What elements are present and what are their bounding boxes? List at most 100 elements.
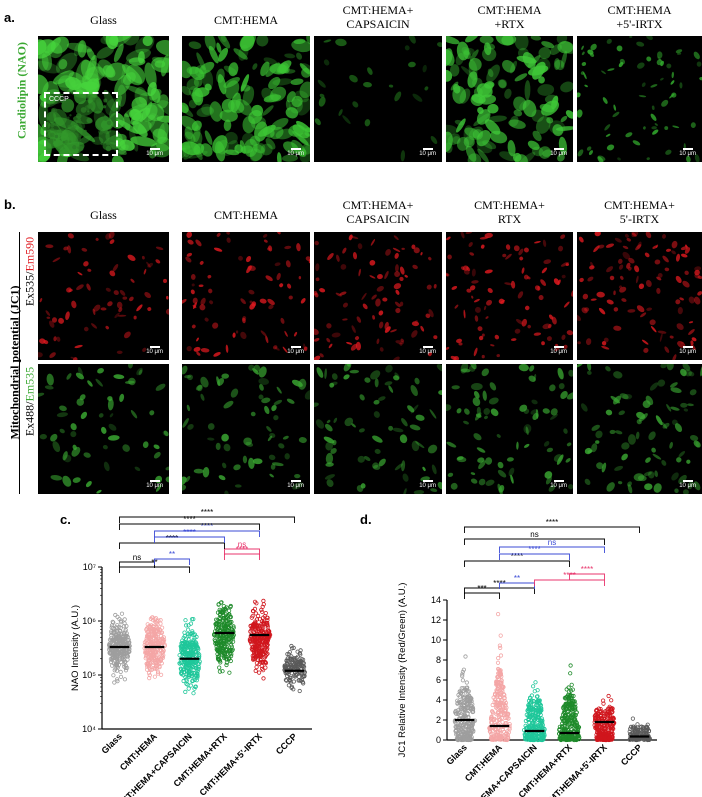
chart-c-sig-bracket-4 <box>224 548 260 555</box>
chart-c-point <box>182 662 187 667</box>
chart-d-points-3 <box>557 663 582 743</box>
chart-d-point <box>497 695 502 700</box>
chart-c-point <box>117 650 122 655</box>
row1-suffix: Em590 <box>22 236 37 272</box>
chart-d-point <box>495 698 501 703</box>
chart-c-point <box>187 674 192 679</box>
chart-c-point <box>159 661 164 666</box>
chart-c-point <box>178 644 183 649</box>
chart-d-points-2 <box>522 680 547 743</box>
chart-d-point <box>497 717 503 722</box>
chart-c-point <box>147 657 152 662</box>
chart-c-point <box>142 646 147 651</box>
chart-c-point <box>145 648 150 653</box>
chart-c-point <box>151 628 157 633</box>
chart-d-point <box>526 709 531 714</box>
chart-c-point <box>186 686 191 691</box>
chart-d-point <box>496 612 501 617</box>
chart-c-point <box>116 637 121 642</box>
chart-d-point <box>460 674 465 679</box>
chart-c-point <box>283 677 288 683</box>
chart-c-point <box>187 664 192 669</box>
chart-c-point <box>255 613 261 619</box>
chart-c-point <box>188 647 193 652</box>
chart-c-point <box>218 609 223 614</box>
chart-d-point <box>505 712 511 717</box>
chart-c-point <box>185 682 190 687</box>
jc1-green-image-0-cells <box>38 364 169 494</box>
chart-d-y-tick-label-4: 8 <box>436 655 441 665</box>
jc1-green-image-3-scale-bar: 10 μm <box>550 480 567 490</box>
chart-d-point <box>506 716 511 721</box>
chart-d-point <box>569 702 574 707</box>
chart-d-point <box>636 729 641 734</box>
chart-d-point <box>559 737 564 742</box>
chart-c-point <box>252 624 257 629</box>
chart-c-point <box>261 676 266 681</box>
chart-d-point <box>571 693 576 699</box>
chart-d-point <box>495 690 500 695</box>
chart-c-point <box>214 640 219 646</box>
nao-image-0-scale-bar: 10 μm <box>146 148 163 158</box>
chart-c-point <box>229 635 234 640</box>
chart-d-y-tick-label-6: 12 <box>431 615 441 625</box>
chart-d-point <box>605 716 610 721</box>
jc1-red-image-1: 10 μm <box>182 232 310 360</box>
chart-c-point <box>151 662 156 667</box>
chart-c-point <box>257 654 262 659</box>
chart-c-point <box>226 614 231 619</box>
nao-image-1-scale-bar-text: 10 μm <box>287 151 304 157</box>
chart-d-point <box>594 727 599 732</box>
jc1-red-image-2-scale-bar-line <box>422 346 433 348</box>
chart-d-point <box>607 736 612 741</box>
chart-c-point <box>296 674 302 679</box>
chart-c-point <box>220 645 225 650</box>
chart-c-point <box>190 678 195 683</box>
a-col-label-2: CMT:HEMA+ CAPSAICIN <box>342 3 414 31</box>
nao-image-2-scale-bar-text: 10 μm <box>419 151 436 157</box>
chart-d-point <box>468 731 474 737</box>
nao-image-1-scale-bar: 10 μm <box>287 148 304 158</box>
chart-c-point <box>259 609 265 614</box>
chart-d-point <box>489 716 494 722</box>
a-col-label-3: CMT:HEMA +RTX <box>477 3 542 31</box>
chart-d-point <box>535 688 540 693</box>
chart-c-point <box>227 608 232 613</box>
chart-d-point <box>602 711 607 716</box>
chart-c-point <box>119 611 125 616</box>
chart-d-point <box>507 725 512 730</box>
chart-c-y-tick-label-2: 10⁶ <box>82 616 96 626</box>
chart-c-point <box>122 621 127 626</box>
chart-c-point <box>299 678 304 683</box>
chart-c-point <box>115 677 120 682</box>
jc1-outer-label: Mitochondrial potential (JC1) <box>7 285 22 440</box>
jc1-green-image-3-scale-bar-line <box>553 480 564 482</box>
chart-c-sig-label-7: **** <box>201 522 213 531</box>
chart-d-point <box>461 695 466 700</box>
jc1-green-image-3-scale-bar-text: 10 μm <box>550 483 567 489</box>
panel-a-letter: a. <box>4 10 15 25</box>
chart-d-points-5 <box>627 716 652 743</box>
chart-d-point <box>505 732 510 737</box>
chart-d-point <box>489 734 494 739</box>
chart-c-point <box>248 623 253 629</box>
chart-d-point <box>459 686 464 691</box>
chart-d-point <box>455 701 460 706</box>
nao-image-1: 10 μm <box>182 36 310 162</box>
chart-d-y-tick-label-0: 0 <box>436 735 441 745</box>
chart-c-point <box>160 625 165 630</box>
chart-d-point <box>599 735 604 740</box>
chart-d-point <box>497 643 502 648</box>
chart-c-point <box>152 666 157 671</box>
chart-c-point <box>161 648 166 653</box>
chart-c-point <box>191 691 196 696</box>
chart-d-point <box>600 726 605 731</box>
chart-d-point <box>528 695 533 700</box>
chart-d-point <box>494 727 499 732</box>
chart-d-point <box>493 702 498 707</box>
chart-c-sig-label-2: ** <box>169 550 175 559</box>
chart-c-point <box>114 668 120 673</box>
chart-c-point <box>112 627 117 632</box>
chart-c-point <box>249 615 254 620</box>
chart-d-point <box>453 729 458 734</box>
